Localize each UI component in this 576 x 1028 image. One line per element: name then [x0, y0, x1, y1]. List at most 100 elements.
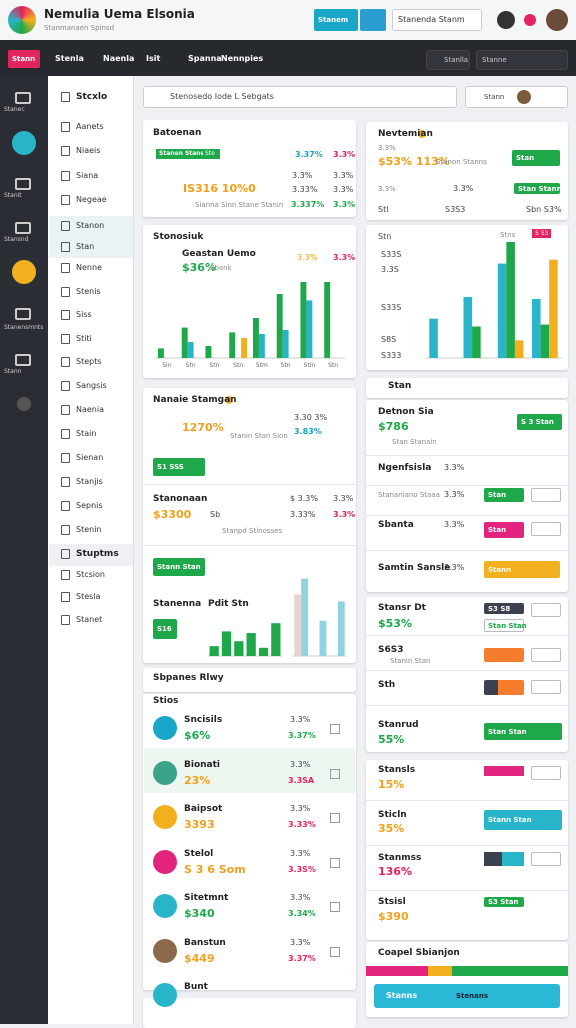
button[interactable]: [484, 561, 560, 578]
rail-icon[interactable]: [15, 354, 31, 366]
button[interactable]: [531, 488, 561, 502]
search-box[interactable]: [392, 9, 482, 31]
menu-item[interactable]: Stanjis: [76, 477, 103, 486]
button[interactable]: [531, 852, 561, 866]
button[interactable]: [484, 810, 562, 830]
menu-item[interactable]: Stan: [76, 242, 95, 251]
button-label[interactable]: S16: [157, 625, 172, 633]
icon: [153, 938, 177, 963]
button-label[interactable]: Stanem: [318, 16, 349, 24]
button[interactable]: [484, 648, 524, 662]
button[interactable]: [484, 522, 524, 538]
menu-icon: [61, 146, 70, 156]
menu-item[interactable]: Nenne: [76, 263, 102, 272]
button[interactable]: [484, 603, 524, 614]
button[interactable]: [314, 9, 358, 31]
rail-icon[interactable]: [15, 308, 31, 320]
menu-item[interactable]: Negeae: [76, 195, 107, 204]
button[interactable]: [484, 897, 524, 907]
checkbox[interactable]: [330, 813, 340, 823]
checkbox[interactable]: [330, 768, 340, 779]
menu-icon: [61, 615, 70, 625]
rail-icon[interactable]: [15, 178, 31, 190]
button[interactable]: [512, 150, 560, 166]
checkbox[interactable]: [330, 857, 340, 868]
button[interactable]: [531, 648, 561, 662]
button[interactable]: [484, 619, 524, 632]
menu-item[interactable]: Niaeis: [76, 146, 101, 155]
button-label[interactable]: S3 S8: [488, 604, 511, 613]
button-label[interactable]: S1 SSS: [157, 463, 184, 471]
search-bar[interactable]: [143, 86, 457, 108]
button[interactable]: [517, 414, 562, 430]
button[interactable]: [531, 522, 561, 536]
button-label[interactable]: Stann Stan: [488, 816, 532, 824]
nav-item[interactable]: Stenla: [55, 54, 84, 63]
button-label[interactable]: S3 Stan: [488, 898, 519, 906]
button-label[interactable]: Stann: [12, 55, 36, 63]
rail-icon[interactable]: [15, 92, 31, 104]
nav-search[interactable]: [426, 50, 470, 70]
button-label[interactable]: Stan Stann: [518, 184, 562, 193]
checkbox[interactable]: [330, 724, 340, 734]
button[interactable]: [374, 984, 560, 1008]
menu-item[interactable]: Siana: [76, 171, 99, 180]
button[interactable]: [153, 558, 205, 576]
icon-button[interactable]: [360, 9, 386, 31]
menu-item[interactable]: Sienan: [76, 453, 104, 462]
card-text: 136%: [378, 865, 412, 878]
button[interactable]: [484, 766, 524, 776]
rail-icon[interactable]: [15, 222, 31, 234]
button-label[interactable]: Stan: [488, 491, 507, 499]
button-label[interactable]: Stann Stan: [157, 563, 201, 571]
button[interactable]: [484, 680, 524, 695]
card-text: 3.3%: [444, 490, 465, 499]
button[interactable]: [514, 183, 560, 194]
menu-item[interactable]: Siss: [76, 310, 92, 319]
menu-item[interactable]: Stesla: [76, 592, 101, 601]
checkbox[interactable]: [330, 902, 340, 912]
menu-item[interactable]: Stenin: [76, 525, 102, 534]
nav-item[interactable]: Naenla: [103, 54, 135, 63]
button-label[interactable]: Stann: [488, 565, 512, 574]
button[interactable]: [531, 766, 561, 780]
menu-item[interactable]: Stanet: [76, 615, 103, 624]
nav-item[interactable]: Spanna: [188, 54, 222, 63]
button[interactable]: [531, 603, 561, 617]
menu-item[interactable]: Stepts: [76, 357, 102, 366]
card: [143, 225, 356, 378]
card-text: 3.33%: [290, 510, 316, 519]
nav-filter[interactable]: [476, 50, 568, 70]
menu-item[interactable]: Naenia: [76, 405, 105, 414]
menu-item[interactable]: Stain: [76, 429, 97, 438]
button-label[interactable]: Stan Stan: [488, 727, 527, 736]
nav-item[interactable]: Isit: [146, 54, 161, 63]
button[interactable]: [484, 852, 524, 866]
menu-item[interactable]: Stcsion: [76, 570, 105, 579]
card-text: Stansr Dt: [378, 603, 426, 613]
menu-item[interactable]: Aanets: [76, 122, 104, 131]
menu-item[interactable]: Stcxlo: [76, 92, 108, 102]
menu-item[interactable]: Stiti: [76, 334, 92, 343]
menu-item[interactable]: Sangsis: [76, 381, 107, 390]
menu-item[interactable]: Sepnis: [76, 501, 103, 510]
menu-item[interactable]: Stenis: [76, 287, 101, 296]
button-label[interactable]: Stanns: [386, 991, 418, 1000]
button[interactable]: [484, 723, 562, 740]
button[interactable]: [153, 458, 205, 476]
button[interactable]: [153, 619, 177, 639]
button-label[interactable]: S 3 Stan: [521, 418, 554, 426]
button-label[interactable]: Stan: [488, 526, 507, 534]
button[interactable]: [484, 488, 524, 502]
menu-item[interactable]: Stanon: [76, 221, 105, 230]
button-label[interactable]: Stan: [516, 154, 535, 162]
menu-item[interactable]: Stuptms: [76, 549, 119, 559]
button[interactable]: [8, 50, 40, 68]
card-text: Stn: [378, 232, 392, 241]
nav-item[interactable]: Nennpies: [221, 54, 264, 63]
card-text: $390: [378, 910, 409, 923]
button-label[interactable]: Stan Stan: [488, 621, 527, 630]
button[interactable]: [531, 680, 561, 694]
toolbar[interactable]: [465, 86, 568, 108]
checkbox[interactable]: [330, 946, 340, 957]
